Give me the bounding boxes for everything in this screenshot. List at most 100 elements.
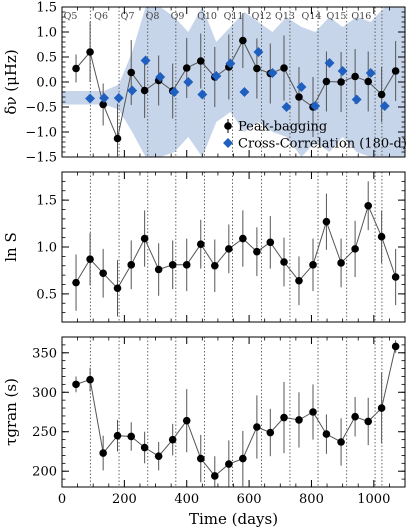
data-point xyxy=(140,234,149,243)
data-point xyxy=(113,134,122,143)
quarter-label: Q11 xyxy=(224,11,244,22)
data-point xyxy=(86,255,94,263)
data-point xyxy=(72,64,80,73)
quarter-label: Q9 xyxy=(171,11,185,22)
series-line xyxy=(75,204,397,290)
y-tick-label: 0.0 xyxy=(36,76,57,91)
series-line xyxy=(75,346,397,477)
data-point xyxy=(322,217,331,226)
cross-correlation-error-band xyxy=(62,7,405,157)
data-point xyxy=(140,86,149,95)
y-tick-label: 1.5 xyxy=(36,194,57,209)
cross-correlation-point xyxy=(127,85,138,96)
data-point xyxy=(154,452,163,461)
data-point xyxy=(364,77,373,86)
data-point xyxy=(127,432,136,441)
data-point xyxy=(309,408,317,416)
y-tick-label: −0.5 xyxy=(25,101,57,116)
data-point xyxy=(210,472,219,480)
quarter-label: Q15 xyxy=(326,11,346,22)
legend-peak-bagging-label: Peak-bagging xyxy=(238,120,327,135)
y-tick-label: −1.0 xyxy=(25,126,57,141)
x-axis-label-time: Time (days) xyxy=(189,510,278,528)
data-point xyxy=(113,284,122,293)
cross-correlation-point xyxy=(155,72,166,82)
y-tick-label: 1.5 xyxy=(36,1,57,16)
data-point xyxy=(168,261,177,269)
cross-correlation-point xyxy=(169,87,180,97)
cross-correlation-point xyxy=(225,58,236,69)
data-point xyxy=(391,67,400,75)
data-point xyxy=(196,240,205,248)
data-point xyxy=(309,261,317,269)
y-axis-label-frequency-shift: δν (μHz) xyxy=(2,49,20,114)
data-point xyxy=(280,64,288,72)
data-point xyxy=(377,404,386,412)
data-point xyxy=(351,412,359,421)
y-tick-label: 1.0 xyxy=(36,26,57,41)
data-point xyxy=(99,449,107,457)
data-point xyxy=(322,77,331,86)
error-band-area xyxy=(62,7,405,157)
y-tick-label: 250 xyxy=(32,425,57,440)
cross-correlation-point xyxy=(85,93,96,104)
data-point xyxy=(127,261,136,269)
data-point xyxy=(253,64,261,73)
cross-correlation-point xyxy=(183,77,194,87)
quarter-label: Q6 xyxy=(94,11,108,22)
data-point xyxy=(196,57,205,65)
data-point xyxy=(295,416,303,424)
y-axis-label-granulation-timescale: τgran (s) xyxy=(2,378,20,446)
data-point xyxy=(364,417,373,426)
panel-frequency-shift-data xyxy=(72,13,400,157)
quarter-label: Q13 xyxy=(275,11,295,22)
panel-ln-s: 0.5 1.0 1.5 ln S xyxy=(2,171,406,323)
data-point xyxy=(391,273,400,281)
data-point xyxy=(322,430,331,438)
data-point xyxy=(182,261,191,269)
data-point xyxy=(99,269,107,278)
data-point xyxy=(364,201,373,210)
y-tick-label: 1.0 xyxy=(36,241,57,256)
legend-peak-bagging-marker xyxy=(224,122,232,130)
quarter-label: Q5 xyxy=(64,11,78,22)
quarter-label: Q7 xyxy=(121,11,135,22)
y-tick-label: 350 xyxy=(32,346,57,361)
data-point xyxy=(253,423,261,431)
data-point xyxy=(377,90,386,99)
quarter-label: Q16 xyxy=(351,11,371,22)
data-point xyxy=(266,428,275,437)
data-point xyxy=(99,100,107,109)
data-point xyxy=(182,64,191,72)
data-point xyxy=(140,443,149,452)
panel-granulation-timescale-data xyxy=(72,340,400,487)
data-point xyxy=(351,72,359,81)
data-point xyxy=(391,342,400,351)
panel-granulation-timescale-frame xyxy=(61,336,406,488)
data-point xyxy=(337,259,345,267)
panel-frequency-shift-ticks: −1.5 −1.0 −0.5 0.0 0.5 1.0 1.5 xyxy=(25,1,406,166)
quarter-boundary-lines xyxy=(89,337,383,487)
cross-correlation-point xyxy=(211,71,222,81)
y-tick-label: 300 xyxy=(32,386,57,401)
quarter-labels: Q5 Q6 Q7 Q8 Q9 Q10 Q11 Q12 Q13 Q14 Q15 Q16 xyxy=(64,11,372,22)
cross-correlation-point xyxy=(253,47,264,57)
cross-correlation-point xyxy=(197,89,208,100)
data-point xyxy=(154,265,163,274)
x-tick-label: 800 xyxy=(299,492,324,507)
data-point xyxy=(337,78,345,86)
quarter-label: Q14 xyxy=(302,11,322,22)
quarter-label: Q8 xyxy=(146,11,160,22)
data-point xyxy=(337,438,345,446)
y-tick-label: −1.5 xyxy=(25,151,57,166)
data-point xyxy=(86,375,94,384)
legend-cross-correlation-marker xyxy=(223,138,233,148)
data-point xyxy=(239,36,247,45)
data-point xyxy=(225,460,233,468)
y-axis-label-ln-s: ln S xyxy=(2,232,20,262)
data-point xyxy=(280,413,288,422)
legend-cross-correlation-label: Cross-Correlation (180-d) xyxy=(238,137,407,152)
data-point xyxy=(72,278,80,287)
